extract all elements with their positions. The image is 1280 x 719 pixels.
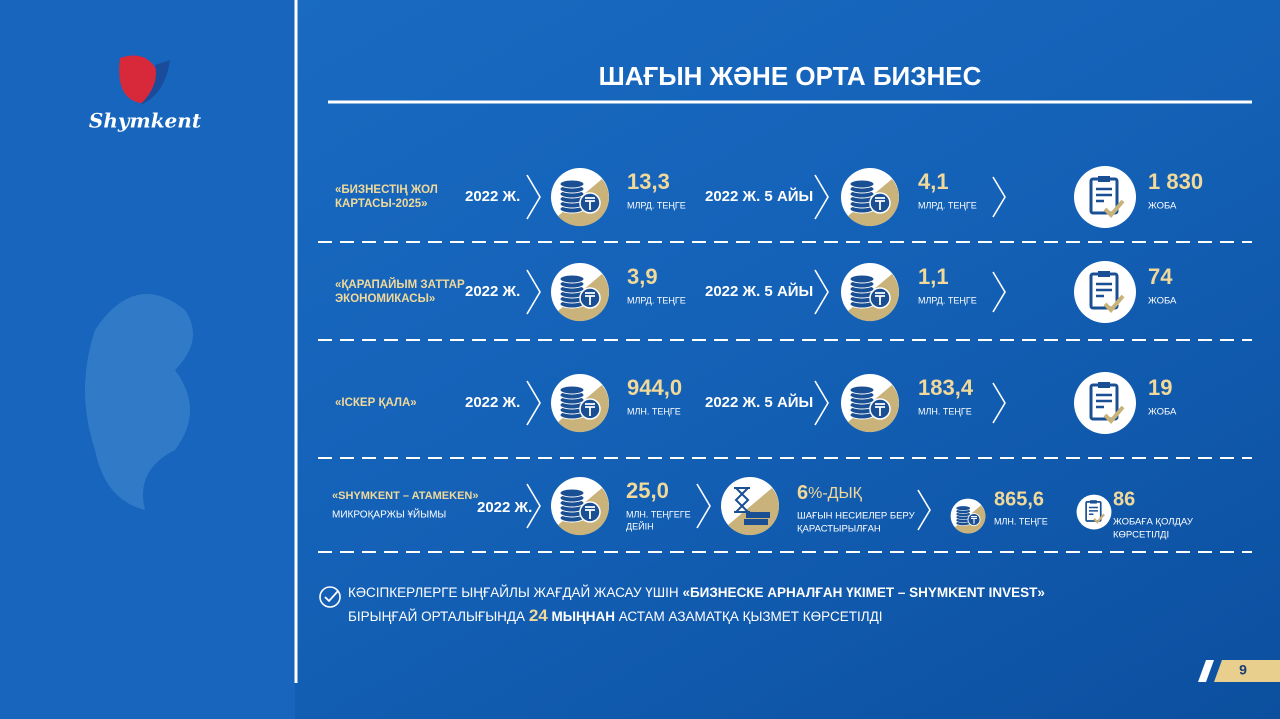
microfinance-row: «SHYMKENT – ATAMEKEN» МИКРОҚАРЖЫ ҰЙЫМЫ 2… — [332, 476, 1194, 541]
period: 2022 Ж. 5 АЙЫ — [705, 187, 813, 205]
clipboard-icon — [1076, 494, 1112, 530]
chevron — [526, 483, 541, 529]
footer: КӘСІПКЕРЛЕРГЕ ЫҢҒАЙЛЫ ЖАҒДАЙ ЖАСАУ ҮШІН … — [319, 585, 1045, 625]
issued-unit: МЛН. ТЕҢГЕ — [994, 516, 1048, 526]
badge — [1214, 660, 1280, 682]
program-subtitle: МИКРОҚАРЖЫ ҰЙЫМЫ — [332, 508, 446, 521]
period: 2022 Ж. 5 АЙЫ — [705, 393, 813, 411]
unit: МЛРД. ТЕҢГЕ — [627, 200, 686, 210]
tiger-emblem — [85, 294, 193, 510]
chevron — [526, 269, 541, 315]
footer-highlight: МЫҢНАН — [548, 609, 615, 624]
projects-unit: ЖОБА — [1148, 407, 1177, 418]
coin-icon — [550, 262, 610, 322]
footer-number: 24 — [529, 606, 548, 625]
program-name: ЭКОНОМИКАСЫ» — [335, 293, 435, 305]
coin-icon — [840, 373, 900, 433]
program-name: «ІСКЕР ҚАЛА» — [335, 397, 417, 409]
page-number: 9 — [1239, 662, 1247, 678]
rate-value: 6 — [797, 482, 808, 504]
amount: 1,1 — [918, 264, 949, 289]
logo: Shymkent — [89, 55, 202, 133]
program-name: «БИЗНЕСТІҢ ЖОЛ — [335, 184, 438, 196]
period: 2022 Ж. 5 АЙЫ — [705, 282, 813, 300]
footer-text: БІРЫҢҒАЙ ОРТАЛЫҒЫНДА — [348, 609, 529, 624]
clipboard-icon — [1073, 165, 1137, 229]
amount: 183,4 — [918, 375, 974, 400]
chevron — [814, 380, 829, 426]
projects: 86 — [1113, 488, 1135, 510]
unit: ДЕЙІН — [626, 520, 654, 531]
issued: 865,6 — [994, 488, 1044, 510]
chevron — [526, 174, 541, 220]
projects: 1 830 — [1148, 169, 1203, 194]
amount: 944,0 — [627, 375, 682, 400]
program-name: «ҚАРАПАЙЫМ ЗАТТАР — [335, 278, 465, 291]
coin-icon — [550, 167, 610, 227]
badge-stripe — [1198, 660, 1214, 682]
footer-highlight: «БИЗНЕСКЕ АРНАЛҒАН ҮКІМЕТ – SHYMKENT INV… — [682, 585, 1044, 600]
logo-text: Shymkent — [89, 109, 202, 133]
footer-line: БІРЫҢҒАЙ ОРТАЛЫҒЫНДА 24 МЫҢНАН АСТАМ АЗА… — [348, 606, 883, 625]
amount: 3,9 — [627, 264, 658, 289]
projects-unit: ЖОБА — [1148, 201, 1177, 212]
coin-icon — [840, 167, 900, 227]
rate-suffix: %-ДЫҚ — [808, 485, 863, 502]
footer-text: КӘСІПКЕРЛЕРГЕ ЫҢҒАЙЛЫ ЖАҒДАЙ ЖАСАУ ҮШІН — [348, 585, 682, 600]
projects: 19 — [1148, 375, 1172, 400]
amount: 13,3 — [627, 169, 670, 194]
chevron — [526, 380, 541, 426]
period: 2022 Ж. — [465, 394, 520, 411]
unit: МЛН. ТЕҢГЕ — [918, 406, 972, 416]
chevron — [696, 483, 711, 529]
chevron — [814, 269, 829, 315]
unit: МЛРД. ТЕҢГЕ — [627, 295, 686, 305]
clipboard-icon — [1073, 371, 1137, 435]
chevron — [917, 489, 931, 531]
clipboard-icon — [1073, 260, 1137, 324]
chevron — [992, 271, 1006, 313]
title: ШАҒЫН ЖӘНЕ ОРТА БИЗНЕС — [599, 61, 982, 91]
chevron — [992, 382, 1006, 424]
coin-icon — [840, 262, 900, 322]
amount: 25,0 — [626, 478, 669, 503]
footer-line: КӘСІПКЕРЛЕРГЕ ЫҢҒАЙЛЫ ЖАҒДАЙ ЖАСАУ ҮШІН … — [348, 585, 1045, 600]
chevron — [814, 174, 829, 220]
page-badge: 9 — [1198, 660, 1280, 682]
amount: 4,1 — [918, 169, 949, 194]
unit: МЛН. ТЕҢГЕ — [627, 406, 681, 416]
period: 2022 Ж. — [465, 188, 520, 205]
period: 2022 Ж. — [477, 499, 532, 516]
projects-text: ЖОБАҒА ҚОЛДАУ — [1113, 517, 1194, 528]
money-icon — [720, 476, 780, 536]
projects-text: КӨРСЕТІЛДІ — [1113, 530, 1169, 541]
check-icon — [319, 586, 341, 608]
projects: 74 — [1148, 264, 1173, 289]
coin-icon — [550, 476, 610, 536]
footer-text: АСТАМ АЗАМАТҚА ҚЫЗМЕТ КӨРСЕТІЛДІ — [615, 609, 883, 624]
program-name: КАРТАСЫ-2025» — [335, 198, 428, 210]
coin-icon — [950, 498, 986, 534]
projects-unit: ЖОБА — [1148, 296, 1177, 307]
coin-icon — [550, 373, 610, 433]
unit: МЛРД. ТЕҢГЕ — [918, 200, 977, 210]
rate: 6%-ДЫҚ — [797, 482, 863, 504]
rate-text: ҚАРАСТЫРЫЛҒАН — [797, 524, 881, 535]
program-name: «SHYMKENT – ATAMEKEN» — [332, 490, 478, 502]
chevron — [992, 176, 1006, 218]
unit: МЛРД. ТЕҢГЕ — [918, 295, 977, 305]
period: 2022 Ж. — [465, 283, 520, 300]
unit: МЛН. ТЕҢГЕГЕ — [626, 509, 691, 519]
check-mark — [324, 590, 339, 603]
rate-text: ШАҒЫН НЕСИЕЛЕР БЕРУ — [797, 511, 916, 522]
